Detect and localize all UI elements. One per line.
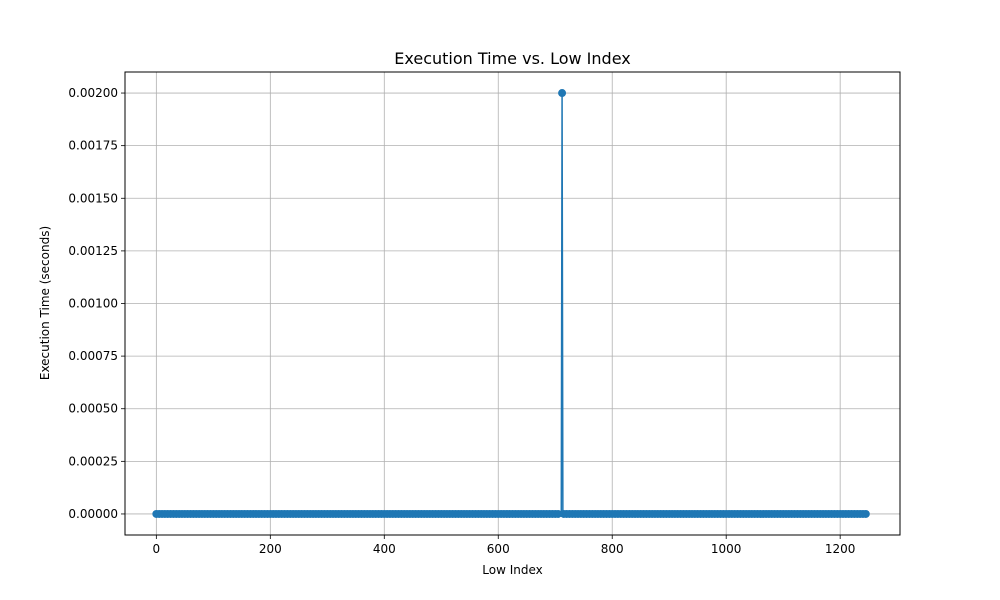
x-tick-label: 1000 <box>711 542 742 556</box>
x-tick-label: 1200 <box>825 542 856 556</box>
x-tick-label: 0 <box>153 542 161 556</box>
y-tick-label: 0.00025 <box>68 454 118 468</box>
x-tick-label: 600 <box>487 542 510 556</box>
y-tick-label: 0.00200 <box>68 86 118 100</box>
y-tick-label: 0.00050 <box>68 402 118 416</box>
data-point <box>554 509 563 518</box>
ticks: 0 200 400 600 800 1000 1200 0.00000 0.00025 0.000… <box>68 86 855 556</box>
y-tick-label: 0.00000 <box>68 507 118 521</box>
chart-title: Execution Time vs. Low Index <box>394 49 630 68</box>
x-tick-label: 400 <box>373 542 396 556</box>
grid <box>125 72 900 535</box>
x-tick-label: 200 <box>259 542 282 556</box>
data-point <box>861 509 870 518</box>
y-tick-label: 0.00075 <box>68 349 118 363</box>
y-tick-label: 0.00150 <box>68 191 118 205</box>
y-tick-label: 0.00125 <box>68 244 118 258</box>
x-tick-label: 800 <box>601 542 624 556</box>
y-axis-label: Execution Time (seconds) <box>38 226 52 380</box>
series-layer <box>152 89 870 518</box>
data-point-spike <box>558 89 567 98</box>
y-tick-label: 0.00100 <box>68 297 118 311</box>
y-tick-label: 0.00175 <box>68 139 118 153</box>
x-axis-label: Low Index <box>482 563 542 577</box>
